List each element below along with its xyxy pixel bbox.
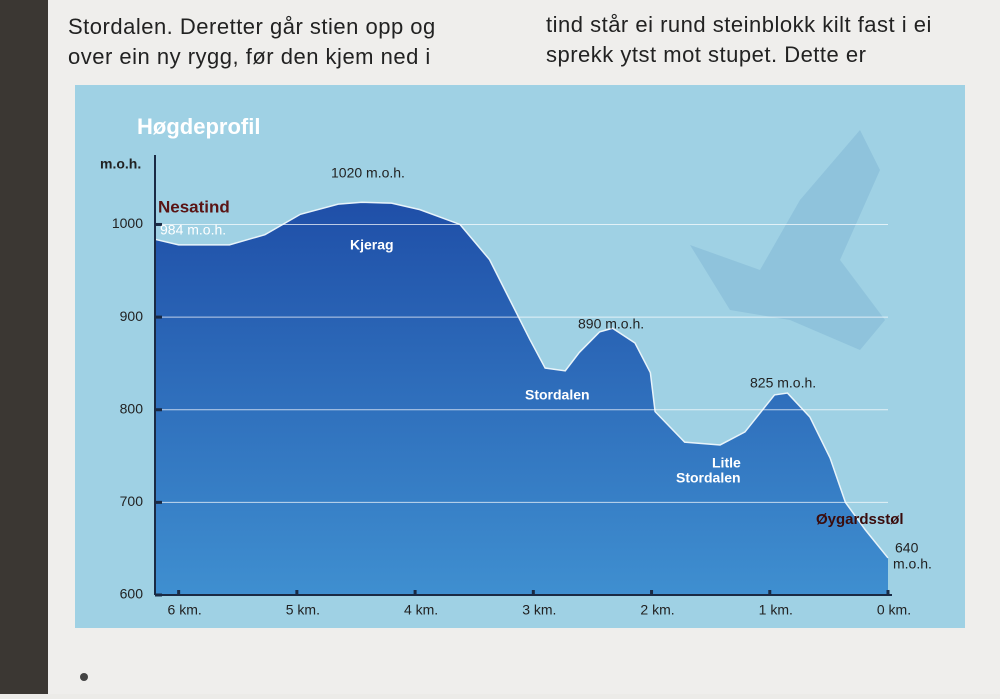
x-tick-label: 5 km.	[286, 602, 320, 618]
eagle	[690, 130, 885, 350]
annotation: 890 m.o.h.	[578, 316, 644, 332]
elevation-area	[155, 202, 888, 595]
annotation: 1020 m.o.h.	[331, 165, 405, 181]
x-tick-label: 3 km.	[522, 602, 556, 618]
annotation: 825 m.o.h.	[750, 375, 816, 391]
x-tick-label: 6 km.	[168, 602, 202, 618]
annotation: Stordalen	[525, 387, 590, 403]
x-tick-label: 0 km.	[877, 602, 911, 618]
annotation: m.o.h.	[893, 556, 932, 572]
annotation: Øygardsstøl	[816, 511, 904, 528]
sign-text: over ein ny rygg, før den kjem ned i	[68, 44, 431, 69]
annotation: Kjerag	[350, 237, 394, 253]
sign-text: tind står ei rund steinblokk kilt fast i…	[546, 12, 932, 37]
chart-title: Høgdeprofil	[137, 114, 260, 139]
y-axis-label: m.o.h.	[100, 156, 141, 172]
screw	[80, 673, 88, 681]
x-tick-label: 4 km.	[404, 602, 438, 618]
y-tick-label: 800	[120, 400, 144, 416]
y-tick-label: 1000	[112, 215, 143, 231]
annotation: Nesatind	[158, 197, 230, 216]
sign-text: sprekk ytst mot stupet. Dette er	[546, 42, 866, 67]
y-tick-label: 900	[120, 308, 144, 324]
annotation: 984 m.o.h.	[160, 222, 226, 238]
elevation-line	[154, 201, 889, 559]
annotation: Litle	[712, 455, 741, 471]
y-tick-label: 600	[120, 586, 144, 602]
post	[0, 0, 48, 694]
x-tick-label: 2 km.	[640, 602, 674, 618]
sign-text: Stordalen. Deretter går stien opp og	[68, 14, 436, 39]
x-tick-label: 1 km.	[759, 602, 793, 618]
annotation: 640	[895, 540, 919, 556]
plot: 600 700 800 900 1000 6 km. 5 km. 4 km. 3 km. 2 km…	[112, 155, 932, 618]
y-tick-label: 700	[120, 493, 144, 509]
annotation: Stordalen	[676, 470, 741, 486]
